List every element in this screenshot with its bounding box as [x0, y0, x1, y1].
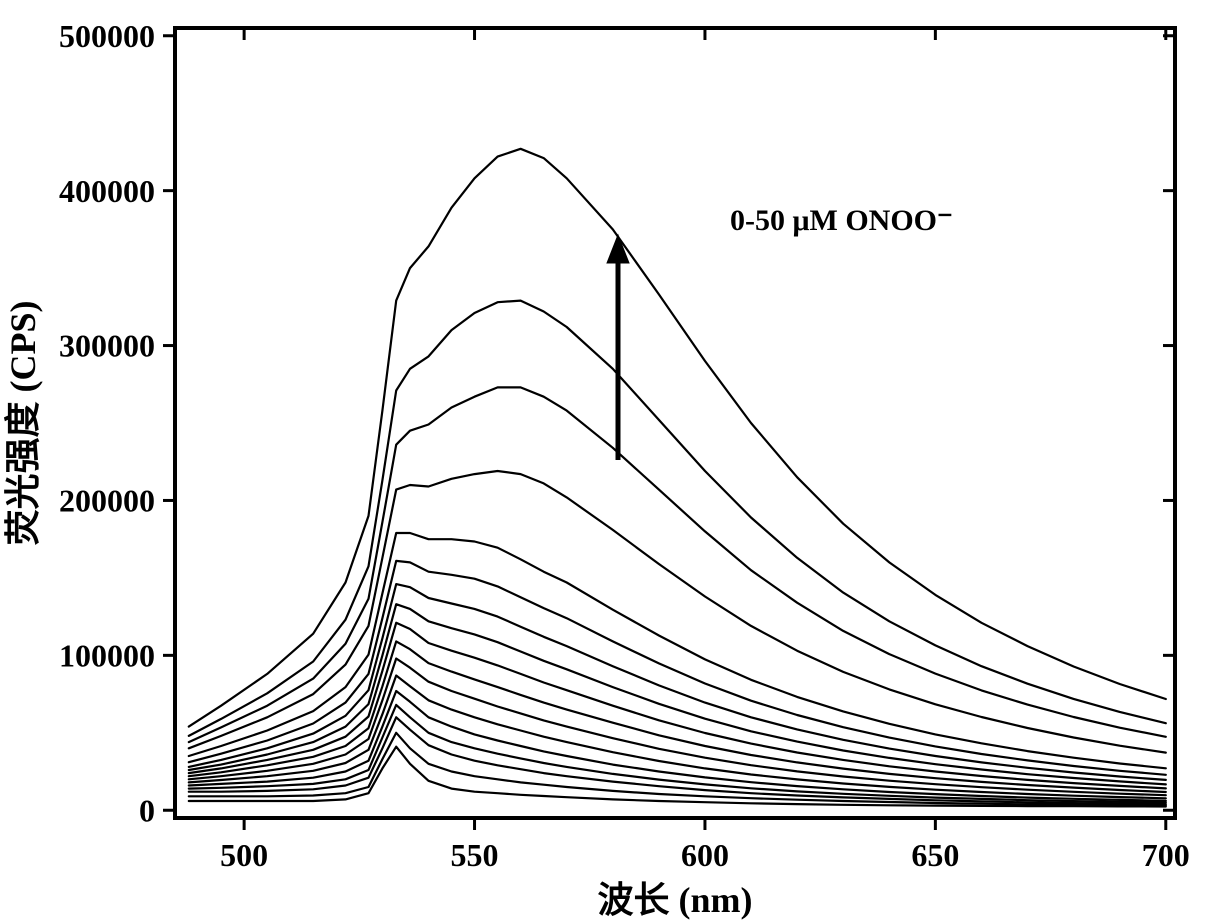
y-tick-label: 200000 — [59, 483, 155, 519]
x-axis-label: 波长 (nm) — [598, 880, 753, 920]
y-tick-label: 500000 — [59, 18, 155, 54]
x-tick-label: 650 — [911, 837, 959, 873]
chart-svg: 500 550 600 650 700 0 100000 200000 300000 400000… — [0, 0, 1207, 921]
x-tick-label: 700 — [1142, 837, 1190, 873]
spectra-figure: 500 550 600 650 700 0 100000 200000 300000 400000… — [0, 0, 1207, 921]
y-tick-label: 300000 — [59, 328, 155, 364]
x-tick-label: 550 — [451, 837, 499, 873]
annotation-text: 0-50 μM ONOO⁻ — [730, 204, 953, 237]
y-tick-label: 400000 — [59, 173, 155, 209]
chart-bg — [0, 0, 1207, 921]
x-tick-label: 600 — [681, 837, 729, 873]
y-tick-label: 100000 — [59, 638, 155, 674]
y-tick-label: 0 — [139, 792, 155, 828]
y-axis-label: 荧光强度 (CPS) — [3, 301, 43, 546]
x-tick-label: 500 — [220, 837, 268, 873]
